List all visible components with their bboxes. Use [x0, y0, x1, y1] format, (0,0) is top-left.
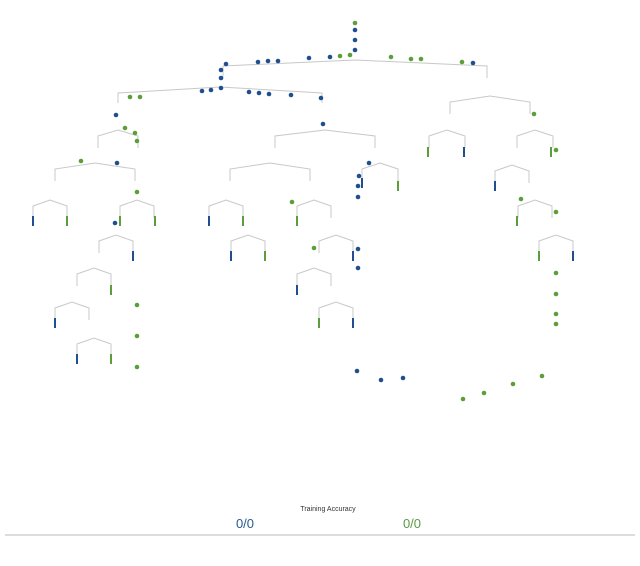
- split-node: [296, 199, 332, 218]
- sample-dot: [134, 138, 140, 144]
- sample-dot: [288, 92, 294, 98]
- split-node: [208, 199, 244, 218]
- sample-dot: [137, 94, 143, 100]
- sample-dot: [460, 396, 466, 402]
- sample-dot: [320, 121, 326, 127]
- split-node: [517, 199, 553, 218]
- sample-dot: [134, 333, 140, 339]
- split-node: [97, 129, 139, 148]
- split-node: [76, 337, 112, 356]
- sample-dot: [510, 381, 516, 387]
- split-node: [296, 267, 332, 286]
- split-node: [229, 162, 311, 181]
- sample-dot: [553, 321, 559, 327]
- split-node: [428, 129, 466, 148]
- sample-dot: [553, 291, 559, 297]
- sample-dot: [400, 375, 406, 381]
- sample-dot: [134, 189, 140, 195]
- split-node: [494, 164, 530, 183]
- sample-dot: [355, 183, 361, 189]
- sample-dot: [347, 52, 353, 58]
- sample-dot: [246, 89, 252, 95]
- decision-tree: [32, 59, 574, 364]
- samples: [78, 20, 559, 402]
- sample-dot: [531, 111, 537, 117]
- sample-dot: [218, 67, 224, 73]
- sample-dot: [318, 95, 324, 101]
- sample-dot: [255, 59, 261, 65]
- sample-dot: [256, 90, 262, 96]
- sample-dot: [408, 56, 414, 62]
- split-node: [318, 301, 354, 320]
- sample-dot: [223, 61, 229, 67]
- split-node: [538, 234, 574, 253]
- sample-dot: [352, 20, 358, 26]
- split-node: [119, 199, 155, 218]
- sample-dot: [470, 60, 476, 66]
- sample-dot: [113, 112, 119, 118]
- sample-dot: [553, 209, 559, 215]
- split-node: [32, 199, 68, 218]
- sample-dot: [112, 220, 118, 226]
- sample-dot: [355, 246, 361, 252]
- split-node: [274, 129, 376, 148]
- sample-dot: [539, 373, 545, 379]
- sample-dot: [354, 368, 360, 374]
- accuracy-title: Training Accuracy: [300, 506, 356, 513]
- sample-dot: [352, 37, 358, 43]
- split-node: [98, 234, 134, 253]
- sample-dot: [518, 196, 524, 202]
- sample-dot: [275, 58, 281, 64]
- sample-dot: [388, 54, 394, 60]
- sample-dot: [78, 158, 84, 164]
- split-node: [230, 234, 266, 253]
- sample-dot: [352, 47, 358, 53]
- sample-dot: [356, 173, 362, 179]
- split-node: [318, 234, 354, 253]
- sample-dot: [553, 270, 559, 276]
- sample-dot: [127, 94, 133, 100]
- sample-dot: [265, 58, 271, 64]
- sample-dot: [418, 56, 424, 62]
- split-node: [76, 267, 112, 286]
- sample-dot: [327, 54, 333, 60]
- sample-dot: [132, 130, 138, 136]
- sample-dot: [337, 53, 343, 59]
- sample-dot: [218, 75, 224, 81]
- accuracy-score: 0/0: [236, 516, 254, 531]
- split-node: [54, 162, 136, 181]
- sample-dot: [553, 311, 559, 317]
- sample-dot: [218, 85, 224, 91]
- split-node: [516, 129, 554, 148]
- sample-dot: [355, 265, 361, 271]
- sample-dot: [352, 27, 358, 33]
- sample-dot: [306, 55, 312, 61]
- sample-dot: [355, 194, 361, 200]
- sample-dot: [134, 364, 140, 370]
- sample-dot: [311, 245, 317, 251]
- sample-dot: [553, 147, 559, 153]
- accuracy-score: 0/0: [403, 516, 421, 531]
- split-node: [222, 59, 488, 78]
- sample-dot: [481, 390, 487, 396]
- sample-dot: [199, 88, 205, 94]
- split-node: [54, 301, 90, 320]
- sample-dot: [114, 160, 120, 166]
- split-node: [361, 162, 399, 181]
- sample-dot: [134, 302, 140, 308]
- split-node: [449, 95, 531, 114]
- sample-dot: [208, 87, 214, 93]
- sample-dot: [122, 125, 128, 131]
- sample-dot: [266, 91, 272, 97]
- sample-dot: [459, 59, 465, 65]
- sample-dot: [378, 377, 384, 383]
- sample-dot: [289, 199, 295, 205]
- sample-dot: [366, 160, 372, 166]
